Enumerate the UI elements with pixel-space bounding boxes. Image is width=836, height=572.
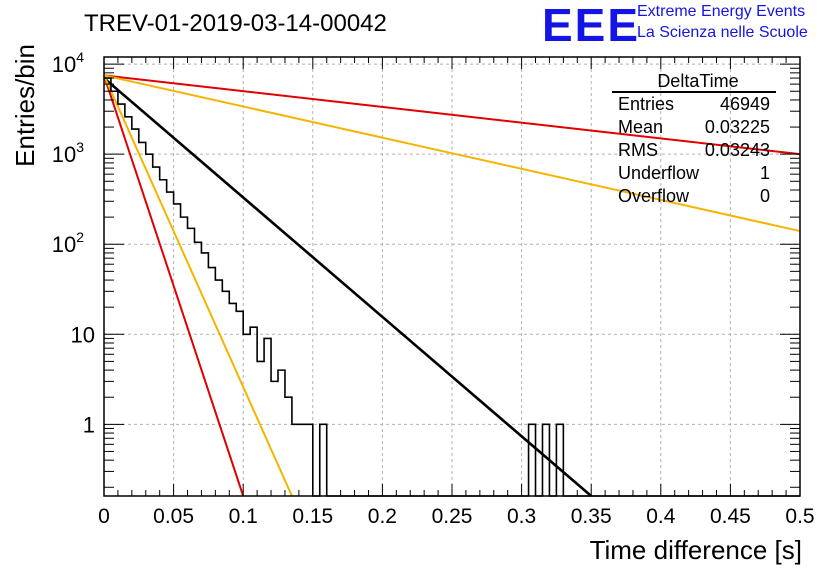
y-tick-label: 102 — [52, 229, 84, 257]
stats-row-value: 46949 — [720, 94, 770, 114]
x-tick-label: 0.1 — [229, 505, 258, 528]
x-tick-label: 0.2 — [368, 505, 397, 528]
fit-curve — [103, 77, 593, 497]
axis-ticks — [103, 57, 801, 496]
x-tick-label: 0.5 — [785, 505, 814, 528]
x-tick-label: 0.35 — [571, 505, 612, 528]
fit-curve — [103, 74, 293, 497]
y-axis-title: Entries/bin — [10, 44, 40, 167]
x-tick-label: 0.25 — [432, 505, 473, 528]
y-tick-label: 103 — [52, 139, 84, 167]
x-tick-label: 0.15 — [292, 505, 333, 528]
fit-curve — [103, 74, 801, 233]
x-tick-label: 0.4 — [646, 505, 676, 528]
logo-line-2: La Scienza nelle Scuole — [637, 24, 808, 41]
y-tick-label: 10 — [71, 322, 95, 347]
y-tick-label: 104 — [52, 49, 84, 77]
fit-curve — [103, 75, 245, 497]
stats-row-value: 0.03243 — [705, 140, 770, 160]
logo-line-1: Extreme Energy Events — [637, 3, 806, 20]
stats-title: DeltaTime — [657, 71, 738, 91]
fit-curves — [103, 74, 801, 497]
stats-row-value: 1 — [760, 163, 770, 183]
stats-row-label: Mean — [618, 117, 663, 137]
stats-row-value: 0.03225 — [705, 117, 770, 137]
y-tick-label: 1 — [83, 412, 95, 437]
stats-row-value: 0 — [760, 186, 770, 206]
stats-row-label: Underflow — [618, 163, 700, 183]
stats-box: DeltaTime Entries 46949 Mean 0.03225 RMS 0.032… — [612, 71, 776, 206]
eee-logo: EEE — [542, 0, 641, 51]
x-tick-label: 0 — [98, 505, 110, 528]
stats-row-label: RMS — [618, 140, 658, 160]
x-tick-label: 0.3 — [507, 505, 536, 528]
x-axis-title: Time difference [s] — [590, 535, 802, 565]
y-tick-labels: 1 10 102 103 104 — [52, 49, 95, 437]
grid — [104, 57, 800, 496]
x-tick-labels: 0 0.05 0.1 0.15 0.2 0.25 0.3 0.35 0.4 0.45 0.5 — [98, 505, 814, 528]
stats-row-label: Entries — [618, 94, 674, 114]
fit-curve — [103, 74, 801, 156]
chart-title: TREV-01-2019-03-14-00042 — [84, 10, 387, 37]
x-tick-label: 0.45 — [710, 505, 751, 528]
x-tick-label: 0.05 — [153, 505, 194, 528]
stats-row-label: Overflow — [618, 186, 690, 206]
